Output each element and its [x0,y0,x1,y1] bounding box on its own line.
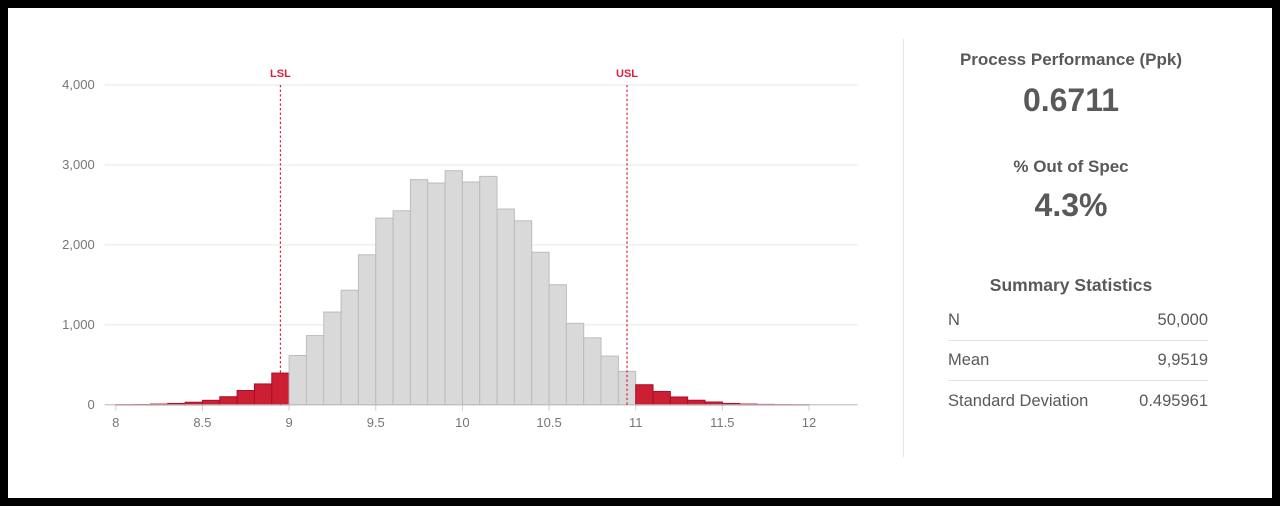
svg-text:11: 11 [629,415,643,430]
svg-text:USL: USL [616,68,638,80]
svg-text:LSL: LSL [270,68,291,80]
svg-text:12: 12 [802,415,816,430]
svg-text:9.5: 9.5 [367,415,385,430]
svg-text:0: 0 [87,397,94,412]
svg-text:3,000: 3,000 [62,157,95,172]
svg-text:4,000: 4,000 [62,77,95,92]
svg-text:11.5: 11.5 [710,415,734,430]
svg-text:2,000: 2,000 [62,237,95,252]
svg-text:8.5: 8.5 [193,415,211,430]
svg-text:9: 9 [285,415,292,430]
svg-text:10.5: 10.5 [536,415,561,430]
svg-text:8: 8 [112,415,119,430]
svg-text:1,000: 1,000 [62,317,95,332]
svg-text:10: 10 [455,415,469,430]
